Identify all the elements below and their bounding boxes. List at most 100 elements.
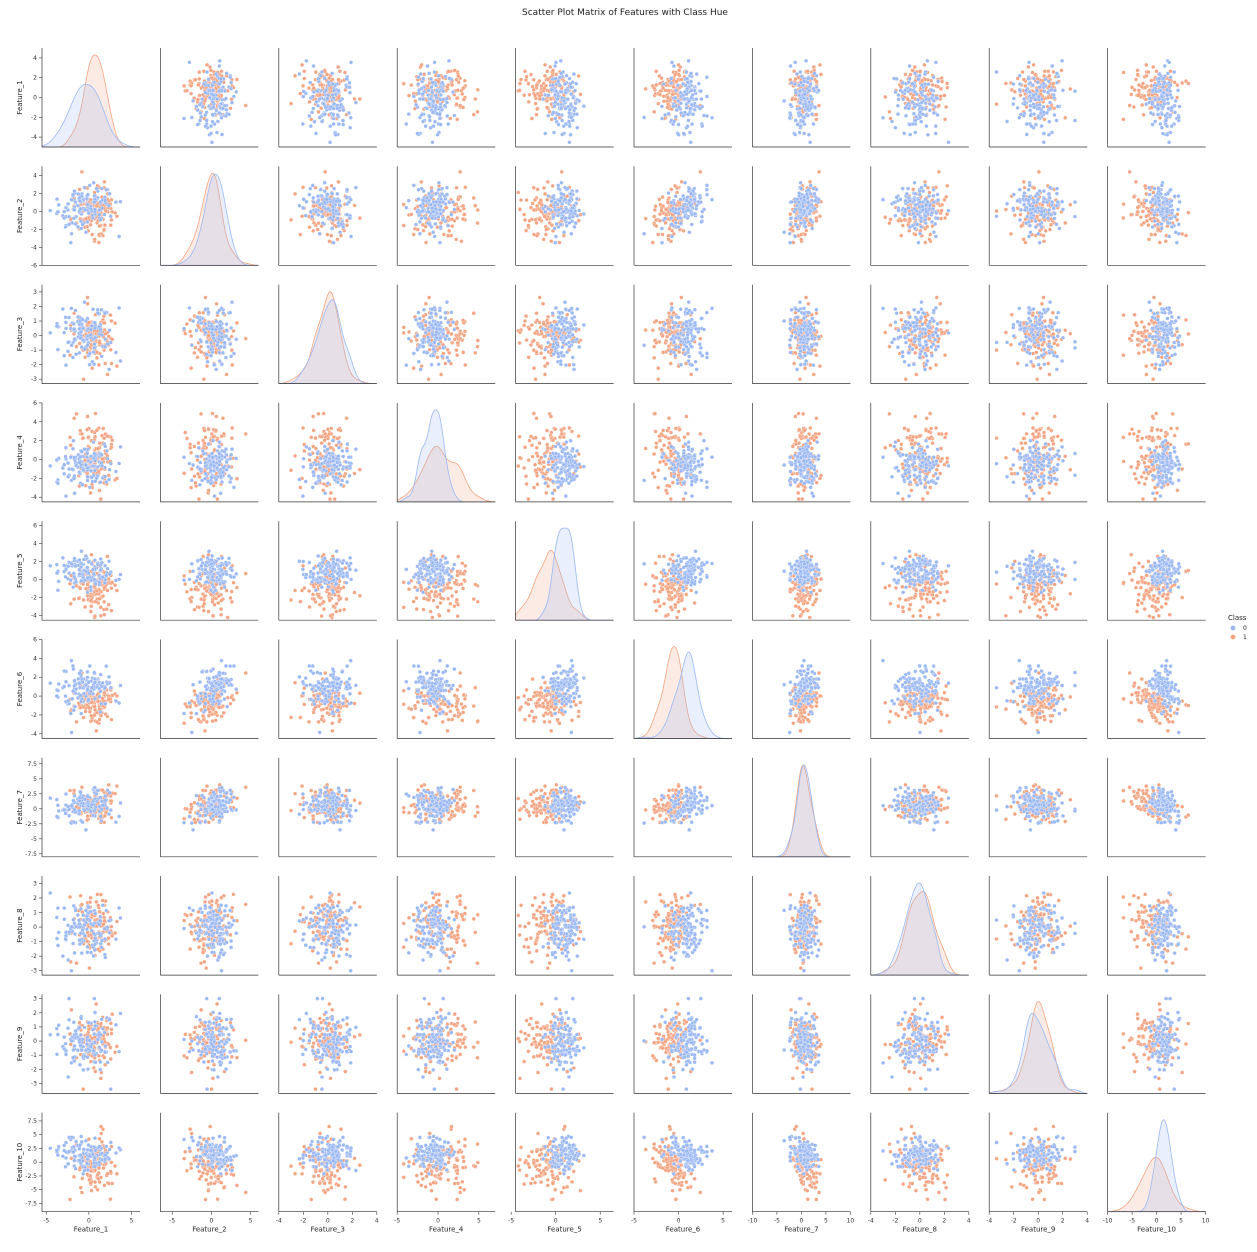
point-class-0: [331, 205, 335, 209]
point-class-1: [661, 195, 665, 199]
point-class-0: [223, 341, 227, 345]
point-class-1: [542, 186, 546, 190]
point-class-0: [1073, 119, 1077, 123]
point-class-1: [814, 113, 818, 117]
point-class-0: [582, 104, 586, 108]
point-class-0: [663, 216, 667, 220]
point-class-1: [442, 233, 446, 237]
point-class-0: [677, 123, 681, 127]
y-tick-label: 4: [33, 172, 37, 179]
point-class-0: [817, 89, 821, 93]
point-class-0: [1045, 200, 1049, 204]
point-class-0: [702, 114, 706, 118]
point-class-0: [679, 101, 683, 105]
point-class-0: [569, 85, 573, 89]
point-class-1: [102, 321, 106, 325]
point-class-1: [197, 77, 201, 81]
point-class-0: [1055, 204, 1059, 208]
point-class-1: [543, 63, 547, 67]
point-class-0: [326, 193, 330, 197]
point-class-0: [1019, 112, 1023, 116]
point-class-0: [1073, 215, 1077, 219]
point-class-0: [414, 223, 418, 227]
point-class-0: [688, 131, 692, 135]
point-class-0: [934, 235, 938, 239]
point-class-0: [807, 133, 811, 137]
point-class-0: [48, 209, 52, 213]
point-class-0: [323, 112, 327, 116]
point-class-0: [573, 107, 577, 111]
point-class-1: [923, 241, 927, 245]
point-class-1: [794, 77, 798, 81]
point-class-0: [427, 89, 431, 93]
point-class-1: [83, 355, 87, 359]
point-class-1: [244, 104, 248, 108]
point-class-0: [912, 212, 916, 216]
point-class-0: [1060, 59, 1064, 63]
point-class-1: [532, 233, 536, 237]
point-class-1: [420, 63, 424, 67]
point-class-0: [923, 218, 927, 222]
point-class-1: [103, 223, 107, 227]
point-class-1: [409, 213, 413, 217]
point-class-0: [73, 337, 77, 341]
point-class-0: [342, 108, 346, 112]
point-class-0: [562, 99, 566, 103]
point-class-0: [422, 189, 426, 193]
point-class-0: [72, 327, 76, 331]
point-class-0: [1157, 77, 1161, 81]
point-class-1: [189, 84, 193, 88]
point-class-1: [422, 229, 426, 233]
point-class-0: [1042, 200, 1046, 204]
point-class-0: [309, 124, 313, 128]
point-class-0: [1169, 75, 1173, 79]
point-class-1: [182, 84, 186, 88]
point-class-0: [695, 204, 699, 208]
point-class-0: [1018, 188, 1022, 192]
point-class-1: [808, 180, 812, 184]
point-class-0: [70, 343, 74, 347]
point-class-0: [682, 132, 686, 136]
point-class-0: [684, 70, 688, 74]
point-class-0: [894, 90, 898, 94]
point-class-0: [311, 196, 315, 200]
point-class-0: [220, 133, 224, 137]
point-class-0: [560, 119, 564, 123]
point-class-1: [674, 80, 678, 84]
point-class-0: [932, 230, 936, 234]
point-class-1: [461, 86, 465, 90]
point-class-0: [225, 328, 229, 332]
y-tick-label: -3: [31, 376, 37, 383]
point-class-1: [455, 102, 459, 106]
panel-2-10: [1108, 166, 1206, 265]
point-class-0: [893, 126, 897, 130]
point-class-1: [543, 215, 547, 219]
point-class-0: [100, 354, 104, 358]
point-class-0: [1160, 184, 1164, 188]
point-class-0: [908, 64, 912, 68]
point-class-0: [1047, 133, 1051, 137]
point-class-0: [1061, 88, 1065, 92]
point-class-0: [57, 203, 61, 207]
point-class-0: [918, 116, 922, 120]
point-class-0: [83, 186, 87, 190]
point-class-0: [64, 225, 68, 229]
point-class-1: [402, 331, 406, 335]
point-class-1: [995, 102, 999, 106]
point-class-0: [1042, 215, 1046, 219]
point-class-0: [317, 199, 321, 203]
point-class-0: [326, 93, 330, 97]
point-class-1: [407, 94, 411, 98]
point-class-0: [304, 59, 308, 63]
point-class-1: [534, 102, 538, 106]
point-class-1: [804, 229, 808, 233]
point-class-0: [936, 80, 940, 84]
point-class-0: [789, 113, 793, 117]
point-class-0: [437, 181, 441, 185]
point-class-0: [103, 213, 107, 217]
point-class-0: [1030, 216, 1034, 220]
point-class-1: [447, 229, 451, 233]
point-class-0: [320, 210, 324, 214]
point-class-0: [897, 93, 901, 97]
point-class-0: [920, 107, 924, 111]
